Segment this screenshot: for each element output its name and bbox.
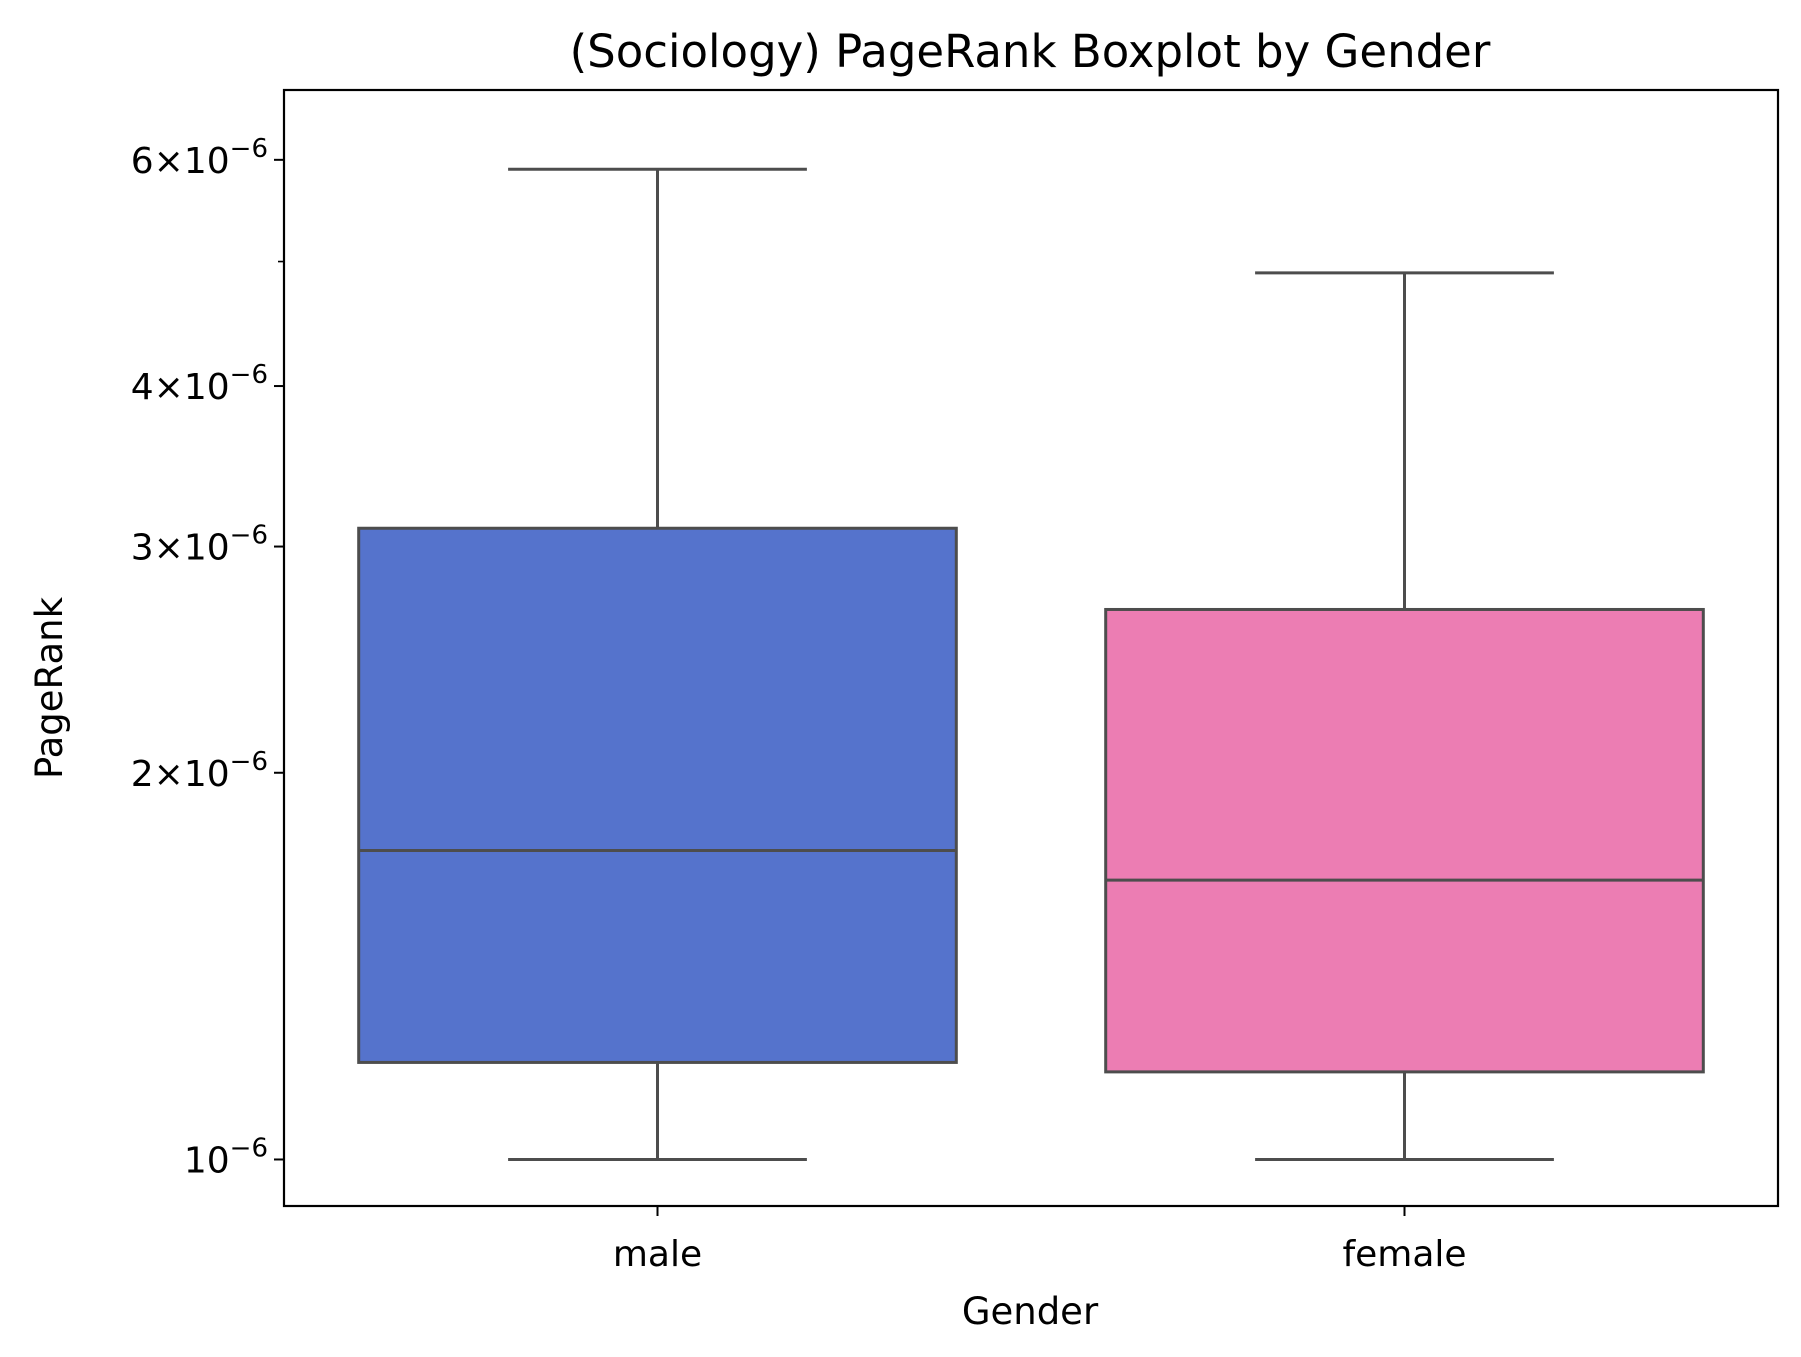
iqr-box: [357, 526, 958, 1064]
x-tick-label-male: male: [613, 1234, 702, 1275]
y-tick-label: 6×10−6: [131, 134, 268, 182]
y-axis: 10−6 2×10−6 3×10−6 4×10−6 6×10−6: [131, 134, 284, 1181]
y-axis-label: PageRank: [28, 596, 71, 779]
x-axis: male female: [613, 1206, 1467, 1275]
iqr-box: [1104, 607, 1705, 1074]
x-tick-label-female: female: [1342, 1234, 1466, 1275]
y-tick-label: 2×10−6: [131, 747, 268, 795]
box-female: [1104, 271, 1705, 1161]
y-tick-label: 10−6: [184, 1133, 268, 1181]
x-axis-label: Gender: [962, 1290, 1099, 1333]
box-male: [357, 167, 958, 1161]
plot-frame: [282, 88, 1780, 1208]
plot-area: [357, 167, 1705, 1161]
y-tick-label: 4×10−6: [131, 360, 268, 408]
chart-title: (Sociology) PageRank Boxplot by Gender: [570, 25, 1491, 78]
y-tick-label: 3×10−6: [131, 521, 268, 569]
